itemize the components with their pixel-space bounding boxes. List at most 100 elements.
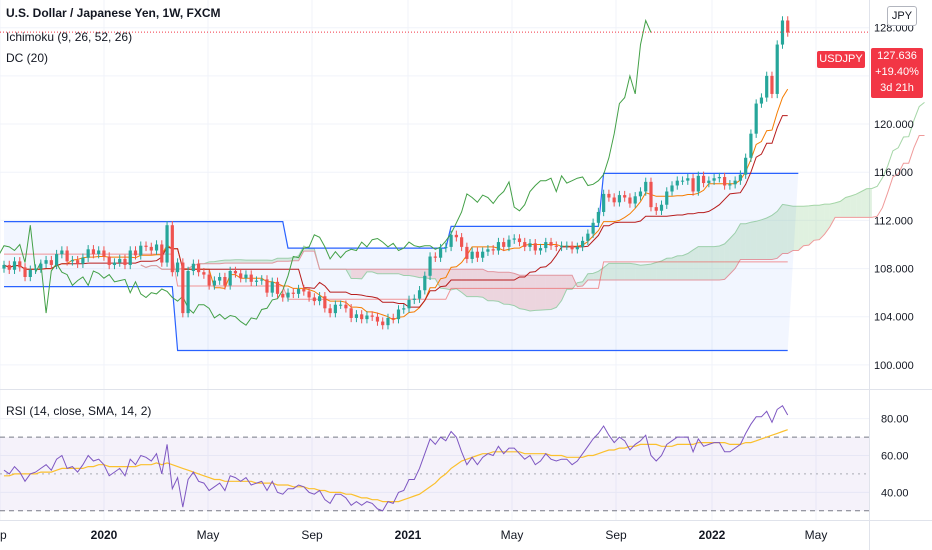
rsi-tick-label: 40.00	[881, 487, 909, 499]
senkou-span-b-line	[140, 135, 925, 288]
candle-body	[591, 222, 595, 234]
time-tick-label: May	[197, 528, 220, 542]
chikou-span-line	[0, 18, 652, 326]
candle-body	[607, 193, 611, 198]
kumo-cloud	[729, 233, 736, 274]
time-tick-label: May	[805, 528, 828, 542]
kumo-cloud	[566, 275, 573, 290]
time-tick-label: p	[0, 528, 7, 542]
rsi-line	[3, 404, 789, 512]
candle-body	[302, 289, 306, 292]
kumo-cloud	[540, 275, 546, 311]
kumo-cloud	[561, 275, 567, 301]
kumo-cloud	[698, 246, 704, 281]
candle-body	[633, 196, 637, 204]
rsi-tick-label: 60.00	[881, 451, 909, 463]
kumo-cloud	[435, 269, 441, 289]
kumo-cloud	[256, 260, 262, 264]
donchian-legend[interactable]: DC (20)	[6, 51, 49, 65]
price-tick-label: 100.000	[874, 360, 914, 372]
kumo-cloud	[440, 269, 446, 289]
kumo-cloud	[693, 246, 699, 281]
candle-body	[97, 250, 101, 255]
kumo-cloud	[387, 269, 394, 274]
kumo-cloud	[261, 260, 267, 264]
candle-body	[12, 261, 17, 270]
candle-body	[396, 309, 401, 320]
kumo-cloud	[829, 202, 836, 228]
candle-body	[544, 242, 548, 249]
donchian-upper-line	[4, 172, 799, 249]
kumo-cloud	[603, 263, 609, 281]
rsi-legend[interactable]: RSI (14, close, SMA, 14, 2)	[6, 404, 152, 418]
kumo-cloud	[771, 211, 778, 260]
kumo-cloud	[593, 271, 599, 281]
kumo-cloud	[740, 223, 746, 260]
candle-body	[507, 239, 511, 247]
bar-countdown: 3d 21h	[880, 82, 914, 94]
candle-body	[102, 250, 106, 257]
candle-body	[165, 225, 169, 263]
kumo-cloud	[850, 194, 857, 218]
currency-button[interactable]: JPY	[887, 6, 917, 26]
candle-body	[23, 267, 27, 277]
candle-body	[438, 248, 443, 258]
candle-body	[402, 308, 406, 310]
candle-body	[149, 246, 153, 251]
candle-body	[360, 314, 364, 320]
kumo-cloud	[535, 275, 541, 311]
candle-body	[538, 248, 543, 251]
candle-body	[76, 260, 80, 264]
kumo-cloud	[461, 269, 467, 297]
ichimoku-legend[interactable]: Ichimoku (9, 26, 52, 26)	[6, 30, 133, 44]
candle-body	[244, 274, 248, 279]
candle-body	[7, 264, 11, 270]
price-tick-label: 112.000	[874, 215, 913, 227]
candle-body	[733, 180, 737, 185]
chart-title[interactable]: U.S. Dollar / Japanese Yen, 1W, FXCM	[6, 6, 221, 20]
candle-body	[559, 245, 564, 247]
candle-body	[139, 245, 143, 256]
candle-body	[638, 191, 643, 197]
kumo-cloud	[735, 223, 741, 269]
candle-body	[754, 103, 758, 134]
candle-body	[596, 211, 600, 223]
candle-body	[565, 245, 569, 247]
kumo-cloud	[608, 263, 615, 281]
rsi-tick-label: 80.00	[881, 414, 909, 426]
candle-body	[107, 256, 111, 265]
kumo-cloud	[472, 269, 478, 297]
kumo-cloud	[661, 258, 667, 281]
kumo-cloud	[835, 201, 841, 218]
candle-body	[333, 304, 337, 314]
kumo-cloud	[393, 269, 399, 274]
kumo-cloud	[456, 269, 462, 293]
candle-body	[460, 237, 464, 247]
kumo-cloud	[819, 204, 825, 240]
candle-body	[570, 245, 574, 250]
candle-body	[154, 244, 159, 251]
candle-body	[318, 296, 322, 302]
candle-body	[717, 177, 721, 179]
candle-body	[465, 246, 469, 259]
kumo-cloud	[840, 197, 846, 218]
candle-body	[680, 180, 685, 182]
kumo-cloud	[487, 271, 494, 301]
candle-body	[44, 260, 48, 264]
candle-body	[91, 249, 96, 255]
candle-body	[370, 315, 374, 317]
time-tick-label: Sep	[605, 528, 627, 542]
candle-body	[128, 250, 132, 265]
candle-body	[207, 274, 211, 286]
candle-body	[323, 296, 327, 309]
kumo-cloud	[551, 275, 557, 310]
time-tick-label: 2021	[395, 528, 422, 542]
candle-body	[365, 315, 369, 320]
kumo-cloud	[682, 253, 688, 281]
candle-body	[81, 257, 85, 264]
candle-body	[49, 260, 53, 265]
kumo-cloud	[808, 205, 815, 246]
kumo-cloud	[351, 269, 357, 279]
